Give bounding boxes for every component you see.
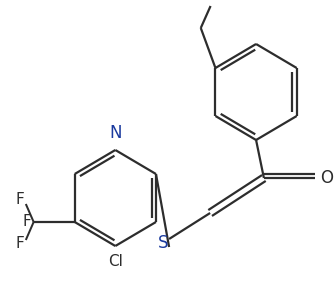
Text: S: S: [158, 234, 169, 252]
Text: N: N: [109, 124, 122, 142]
Text: O: O: [321, 169, 334, 187]
Text: F: F: [16, 236, 24, 251]
Text: F: F: [23, 215, 32, 230]
Text: F: F: [16, 192, 24, 207]
Text: Cl: Cl: [108, 254, 123, 269]
